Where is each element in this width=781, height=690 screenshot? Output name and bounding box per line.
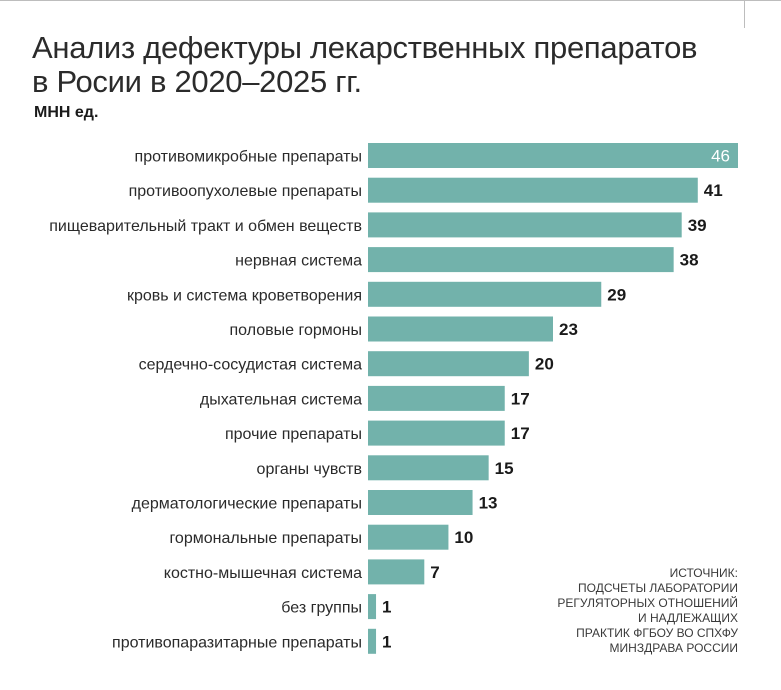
bar [368, 594, 377, 620]
category-label: прочие препараты [225, 426, 362, 443]
bar [368, 455, 489, 481]
chart-subtitle: МНН ед. [34, 104, 99, 121]
value-label: 1 [382, 598, 391, 617]
bar [368, 177, 698, 203]
source-line: Минздрава России [609, 641, 738, 655]
bar [368, 490, 473, 515]
value-label: 41 [704, 181, 723, 200]
category-label: без группы [281, 600, 362, 617]
bar [368, 143, 738, 168]
bar [368, 524, 449, 550]
top-rule [0, 0, 781, 1]
value-label: 10 [454, 528, 473, 547]
source-line: практик ФГБОУ ВО СПХФУ [576, 626, 738, 640]
category-label: гормональные препараты [169, 530, 362, 547]
value-label: 1 [382, 632, 391, 651]
category-label: нервная система [235, 253, 362, 270]
value-label: 23 [559, 320, 578, 339]
bar [368, 247, 674, 273]
value-label: 20 [535, 355, 554, 374]
bar [368, 351, 529, 377]
source-line: Источник: [669, 566, 738, 580]
corner-rule [744, 0, 745, 28]
source-line: регуляторных отношений [557, 596, 738, 610]
source-note: Источник: подсчеты лаборатории регулятор… [500, 566, 738, 656]
chart-title-line-2: в Росии в 2020–2025 гг. [32, 64, 362, 99]
source-line: и надлежащих [638, 611, 738, 625]
value-label: 17 [511, 424, 530, 443]
value-label: 15 [495, 459, 514, 478]
category-label: кровь и система кроветворения [127, 287, 362, 304]
value-label: 46 [711, 147, 730, 166]
category-label: костно-мышечная система [164, 565, 362, 582]
category-label: противопаразитарные препараты [112, 634, 362, 651]
category-label: дерматологические препараты [132, 496, 362, 513]
category-label: противоопухолевые препараты [129, 183, 362, 200]
value-label: 7 [430, 563, 439, 582]
value-label: 17 [511, 389, 530, 408]
bar [368, 420, 505, 446]
category-label: органы чувств [257, 461, 362, 478]
category-label: сердечно-сосудистая система [139, 357, 362, 374]
bar [368, 316, 553, 342]
chart-title-line-1: Анализ дефектуры лекарственных препарато… [32, 30, 698, 65]
category-label: противомикробные препараты [135, 149, 362, 166]
chart-title: Анализ дефектуры лекарственных препарато… [32, 31, 732, 99]
category-label: пищеварительный тракт и обмен веществ [49, 218, 362, 235]
bar [368, 281, 602, 307]
value-label: 38 [680, 251, 699, 270]
value-label: 39 [688, 216, 707, 235]
bar [368, 385, 505, 411]
value-label: 29 [607, 285, 626, 304]
bar [368, 212, 682, 238]
value-label: 13 [479, 494, 498, 513]
category-label: дыхательная система [200, 391, 362, 408]
category-label: половые гормоны [230, 322, 362, 339]
bar [368, 559, 425, 585]
source-line: подсчеты лаборатории [578, 581, 738, 595]
bar [368, 628, 377, 654]
